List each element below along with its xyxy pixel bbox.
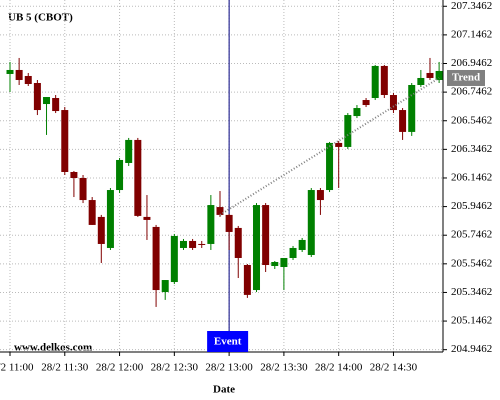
candle-body [389,95,397,111]
watermark: www.delkos.com [14,342,92,354]
candle-body [289,247,297,258]
y-tick-label: 205.1462 [451,315,492,327]
candle-body [253,205,261,291]
candle-body [116,159,124,191]
x-tick-label: 28/2 13:00 [205,362,253,374]
candle-body [435,70,443,80]
candle-body [106,190,114,248]
candle-body [61,110,69,172]
candle-body [362,100,370,106]
candle-body [125,139,133,163]
candle-body [280,257,288,268]
candle-body [344,115,352,147]
candle-body [234,227,242,258]
x-tick-label: 28/2 14:00 [315,362,363,374]
candle-body [170,235,178,283]
candle-body [353,108,361,117]
candle-body [143,216,151,220]
x-axis-label: Date [213,384,235,396]
candle-body [97,216,105,244]
candle-body [426,72,434,78]
candle-body [52,98,60,112]
y-tick-label: 205.5462 [451,257,492,269]
y-tick-label: 207.3462 [451,0,492,12]
candle-body [33,82,41,111]
x-tick-label: 28/2 14:30 [370,362,418,374]
trend-line [219,77,440,216]
chart-title: UB 5 (CBOT) [8,12,73,24]
trend-label: Trend [452,72,480,84]
candle-body [15,69,23,80]
candle-body [371,65,379,99]
y-tick-label: 206.1462 [451,172,492,184]
y-tick-label: 206.7462 [451,86,492,98]
candle-body [24,75,32,84]
candle-body [380,65,388,96]
candle-body [399,110,407,132]
event-label-box [207,331,249,352]
x-tick-label: 28/2 13:30 [260,362,308,374]
y-tick-label: 207.1462 [451,28,492,40]
candle-body [43,97,51,105]
x-tick-label: 28/2 11:00 [0,362,34,374]
candle-body [88,200,96,225]
candle-body [161,280,169,293]
candle-body [326,142,334,191]
candle-body [6,69,14,74]
y-tick-label: 206.5462 [451,114,492,126]
y-tick-label: 205.9462 [451,200,492,212]
candle-body [134,139,142,216]
candle-body [152,226,160,291]
candle-body [417,77,425,85]
candle-body [207,205,215,244]
candle-body [189,240,197,248]
candle-body [216,207,224,215]
candle-body [225,214,233,232]
candle-body [335,142,343,147]
x-tick-label: 28/2 11:30 [41,362,88,374]
y-tick-label: 206.9462 [451,57,492,69]
x-tick-label: 28/2 12:30 [151,362,199,374]
candle-body [271,261,279,267]
candle-body [316,190,324,201]
candle-body [179,240,187,248]
event-label: Event [214,336,242,348]
candle-body [198,243,206,245]
candle-body [408,84,416,132]
candle-body [298,239,306,250]
y-tick-label: 205.7462 [451,229,492,241]
x-tick-label: 28/2 12:00 [96,362,144,374]
candle-body [262,205,270,266]
trend-label-box [447,69,485,86]
candle-body [307,190,315,255]
candle-body [79,178,87,201]
y-tick-label: 206.3462 [451,143,492,155]
candle-body [243,265,251,295]
y-tick-label: 204.9462 [451,343,492,355]
candle-body [70,171,78,179]
y-tick-label: 205.3462 [451,286,492,298]
